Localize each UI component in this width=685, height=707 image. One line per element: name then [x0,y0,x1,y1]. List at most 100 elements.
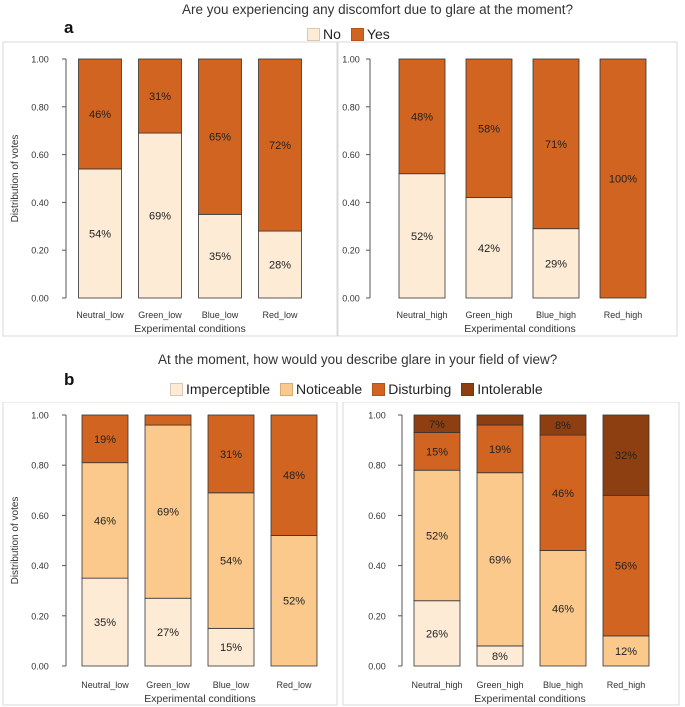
y-tick-label: 0.20 [31,246,49,256]
bar-segment-yes [78,58,122,170]
bar-segment-intolerable [539,414,587,436]
y-tick-label: 0.40 [31,198,49,208]
x-axis-title: Experimental conditions [134,323,245,335]
y-tick-label: 1.00 [368,411,386,421]
bar-segment-yes [398,58,446,175]
bar-segment-no [198,213,242,299]
legend-label-imperceptible: Imperceptible [186,381,271,397]
x-tick-label: Neutral_high [396,310,447,320]
data-label: 19% [489,444,511,456]
x-tick-label: Blue_low [213,680,250,690]
data-label: 100% [609,174,637,186]
data-label: 46% [89,109,111,121]
bar-segment-intolerable [476,414,524,426]
panel-a-title: Are you experiencing any discomfort due … [182,2,573,17]
x-tick-label: Red_high [604,310,643,320]
data-label: 48% [283,470,305,482]
y-axis-title: Distribution of votes [10,497,21,585]
x-tick-label: Green_high [476,680,523,690]
panel-b-title: At the moment, how would you describe gl… [158,352,558,367]
x-tick-label: Red_high [607,680,646,690]
data-label: 58% [478,123,500,135]
x-tick-label: Blue_low [202,310,239,320]
y-tick-label: 1.00 [31,55,49,65]
y-tick-label: 0.80 [342,102,360,112]
data-label: 46% [94,515,116,527]
panel-a-letter: a [64,18,74,37]
bar-segment-no [398,173,446,299]
bar-segment-noticeable [413,469,461,602]
data-label: 46% [552,603,574,615]
data-label: 35% [94,617,116,629]
panel-b-legend: Imperceptible Noticeable Disturbing Into… [170,381,543,397]
data-label: 52% [411,231,433,243]
legend-item-imperceptible: Imperceptible [170,381,270,397]
x-axis-title: Experimental conditions [464,323,575,335]
bar-segment-disturbing [207,414,255,494]
bar-segment-noticeable [476,472,524,647]
legend-swatch-disturbing [372,382,386,396]
bar-segment-no [138,132,182,299]
legend-label-noticeable: Noticeable [296,381,363,397]
data-label: 52% [283,596,305,608]
bar-segment-yes [138,58,182,134]
legend-swatch-imperceptible [170,382,183,396]
data-label: 54% [89,228,111,240]
chart-b-low: 0.00 0.20 0.40 0.60 0.80 1.00 Distribution of … [2,402,338,706]
y-tick-label: 0.00 [31,662,49,672]
data-label: 8% [555,420,571,432]
bar-segment-intolerable [413,414,461,433]
legend-item-noticeable: Noticeable [280,381,362,397]
y-tick-label: 0.40 [31,561,49,571]
legend-label-intolerable: Intolerable [477,381,543,397]
chart-a-high: 0.00 0.20 0.40 0.60 0.80 1.00 52% 48% Neutral_hi… [337,41,678,337]
data-label: 8% [492,651,508,663]
x-tick-label: Red_low [276,680,312,690]
y-tick-label: 0.80 [31,461,49,471]
data-label: 28% [269,260,291,272]
bar-segment-no [465,197,513,299]
bar-segment-imperceptible [413,600,461,667]
legend-item-yes: Yes [350,26,390,42]
y-tick-label: 0.20 [31,611,49,621]
x-tick-label: Green_high [465,310,512,320]
data-label: 26% [426,628,448,640]
data-label: 15% [220,642,242,654]
y-tick-label: 0.00 [31,294,49,304]
y-tick-label: 0.20 [342,246,360,256]
y-tick-label: 1.00 [31,411,49,421]
y-tick-label: 1.00 [342,55,360,65]
legend-label-yes: Yes [366,26,390,42]
x-tick-label: Red_low [262,310,298,320]
x-tick-label: Blue_high [543,680,583,690]
x-tick-label: Neutral_low [76,310,124,320]
y-tick-label: 0.00 [368,662,386,672]
bar-segment-noticeable [81,462,129,579]
x-axis-title: Experimental conditions [474,693,585,705]
bar-segment-yes [198,58,242,215]
x-tick-label: Neutral_low [81,680,129,690]
data-label: 69% [149,211,171,223]
data-label: 12% [615,646,637,658]
x-tick-label: Green_low [138,310,182,320]
x-tick-label: Green_low [146,680,190,690]
bar-segment-disturbing [144,414,192,426]
data-label: 7% [429,419,445,431]
y-tick-label: 0.60 [368,511,386,521]
panel-b-letter: b [64,370,75,389]
data-label: 71% [545,139,567,151]
x-tick-label: Neutral_high [411,680,462,690]
y-tick-label: 0.40 [368,561,386,571]
bar-segment-noticeable [270,535,318,667]
panel-a-legend: No Yes [307,26,390,42]
y-axis-title: Distribution of votes [10,135,21,223]
data-label: 29% [545,258,567,270]
legend-label-disturbing: Disturbing [388,381,452,397]
legend-item-intolerable: Intolerable [461,381,543,397]
legend-item-no: No [307,26,341,42]
data-label: 35% [209,251,231,263]
data-label: 32% [615,450,637,462]
y-tick-label: 0.80 [31,102,49,112]
bar-segment-no [532,228,580,299]
y-tick-label: 0.60 [31,511,49,521]
